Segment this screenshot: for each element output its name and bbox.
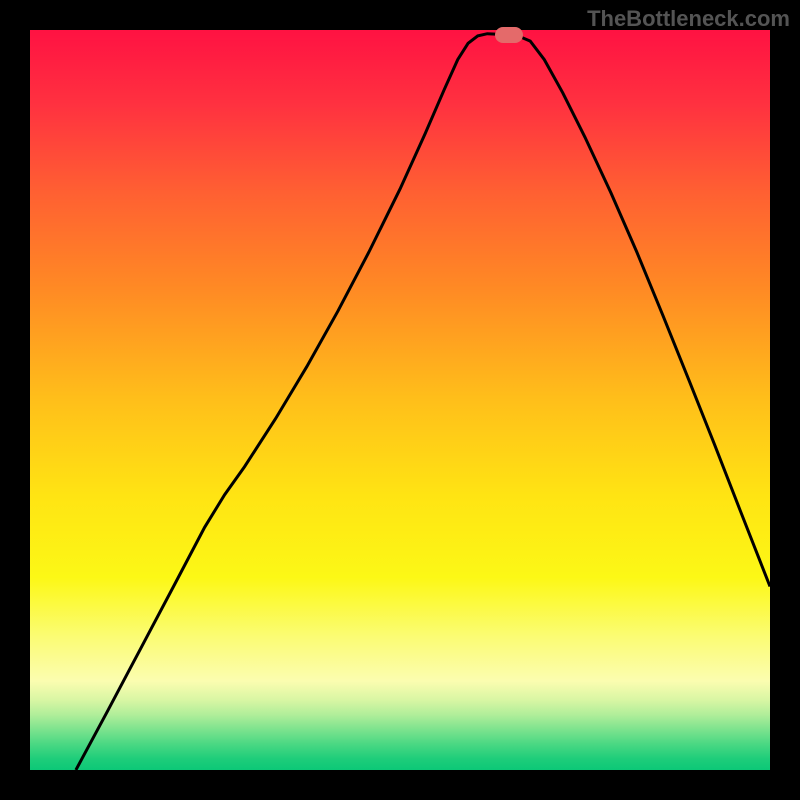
optimal-marker <box>495 27 523 43</box>
watermark-text: TheBottleneck.com <box>587 6 790 32</box>
gradient-background <box>30 30 770 770</box>
plot-area <box>30 30 770 770</box>
